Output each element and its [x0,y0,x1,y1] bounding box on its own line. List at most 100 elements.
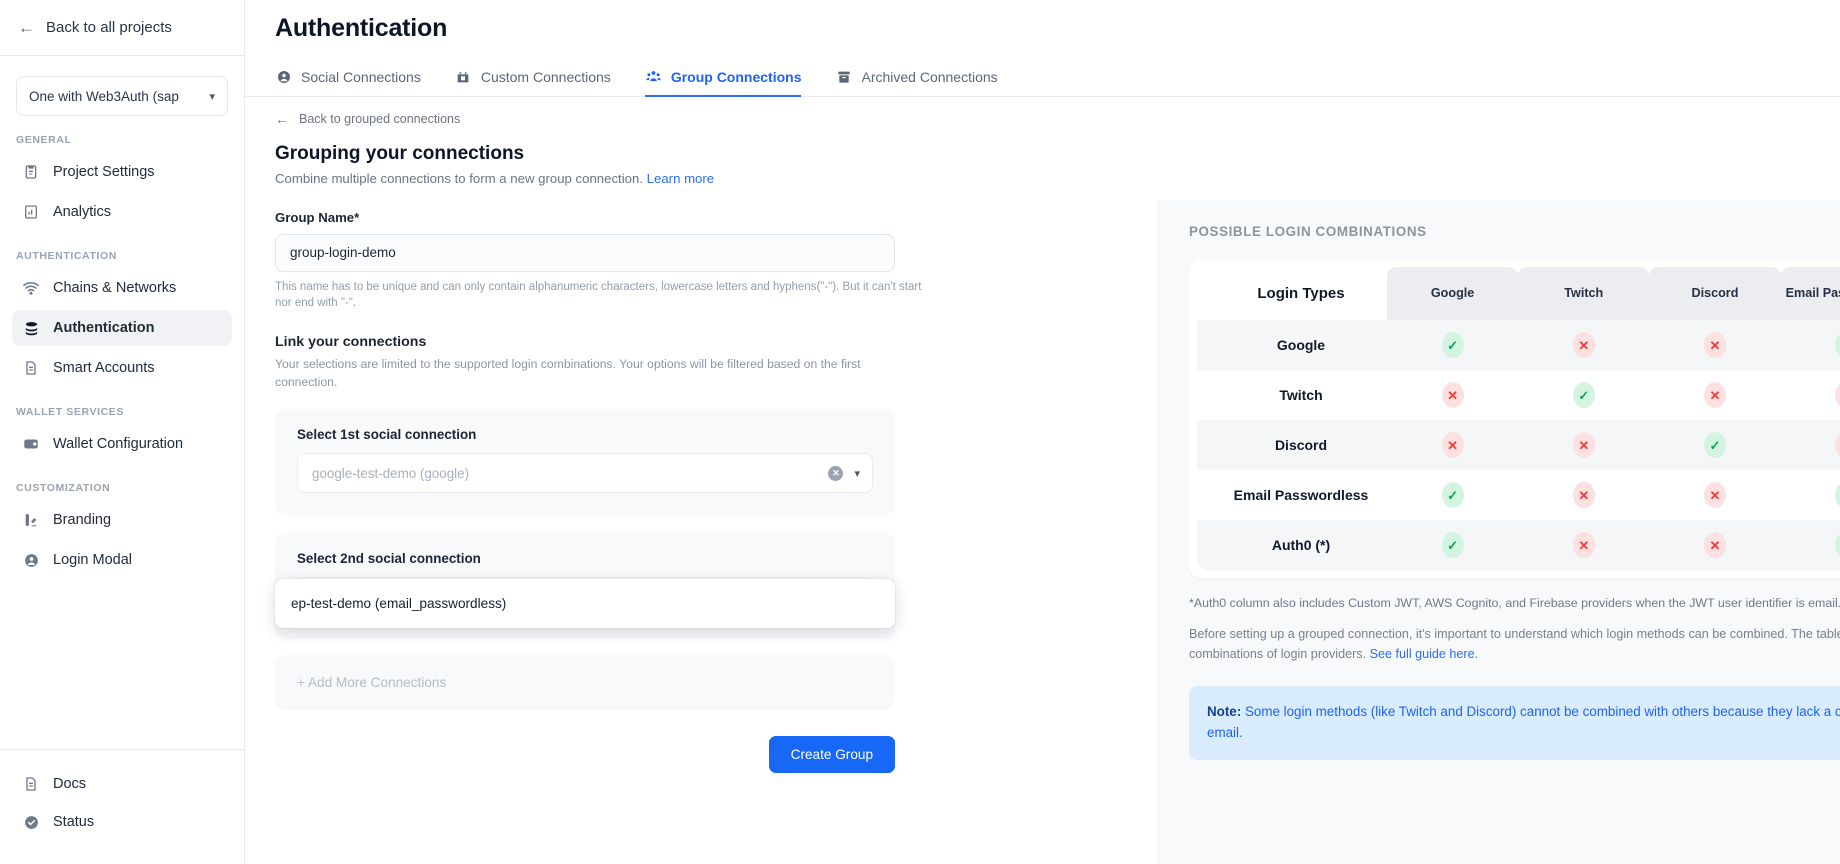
table-cell: ✕ [1649,520,1781,570]
table-cell: ✓ [1387,320,1519,370]
login-combinations-table: Login Types Google Twitch Discord Email … [1197,267,1840,570]
arrow-left-icon: ← [275,110,289,127]
section-heading: Grouping your connections [275,142,525,164]
table-col-header-twitch: Twitch [1518,267,1650,320]
nav-group-wallet-services-label: WALLET SERVICES [16,406,124,418]
cross-icon: ✕ [1835,382,1840,408]
check-icon: ✓ [1572,382,1595,408]
login-combinations-title: POSSIBLE LOGIN COMBINATIONS [1189,224,1427,239]
cross-icon: ✕ [1703,382,1726,408]
link-connections-heading: Link your connections [275,333,427,350]
sidebar-item-label: Login Modal [53,552,132,568]
sidebar-item-wallet-configuration[interactable]: Wallet Configuration [12,426,232,462]
tab-group-connections[interactable]: Group Connections [644,68,802,97]
sidebar-item-authentication[interactable]: Authentication [12,310,232,346]
check-icon: ✓ [1835,482,1840,508]
sidebar-item-login-modal[interactable]: Login Modal [12,542,232,578]
chevron-down-icon[interactable]: ▾ [854,467,860,480]
table-header-row: Login Types Google Twitch Discord Email … [1197,267,1840,320]
tab-label: Custom Connections [480,68,611,85]
sidebar-item-docs[interactable]: Docs [12,766,232,802]
arrow-left-icon: ← [18,18,35,37]
table-cell: ✓ [1518,370,1649,420]
learn-more-link[interactable]: Learn more [646,170,715,186]
table-head: Login Types Google Twitch Discord Email … [1197,267,1840,320]
sidebar-item-project-settings[interactable]: Project Settings [12,154,232,190]
note-text: Some login methods (like Twitch and Disc… [1207,704,1840,741]
second-connection-dropdown-menu: ep-test-demo (email_passwordless) [275,579,895,629]
see-full-guide-link[interactable]: See full guide here. [1369,647,1479,662]
table-cell: ✓ [1387,470,1518,520]
main-content: Authentication Social Connections Custom… [245,0,1840,864]
cross-icon: ✕ [1703,332,1726,358]
table-col-header-email-passwordless: Email Passwordless [1780,267,1840,320]
back-to-all-projects-label: Back to all projects [46,19,172,36]
table-footnote: *Auth0 column also includes Custom JWT, … [1189,596,1840,610]
dropdown-option-ep-test-demo[interactable]: ep-test-demo (email_passwordless) [291,596,507,612]
sidebar-item-label: Status [53,814,95,830]
first-connection-select[interactable]: google-test-demo (google) ✕ ▾ [297,453,873,494]
second-connection-card: Select 2nd social connection ▴ ep-test-d… [275,533,895,640]
cross-icon: ✕ [1572,432,1595,458]
table-cell: ✓ [1781,470,1840,520]
tab-archived-connections[interactable]: Archived Connections [835,68,998,97]
sidebar-item-status[interactable]: Status [12,804,232,840]
table-col-header-discord: Discord [1649,267,1781,320]
check-icon: ✓ [1441,332,1464,358]
project-selector[interactable]: One with Web3Auth (saр ▾ [16,76,228,116]
table-cell: ✕ [1387,370,1518,420]
create-group-button[interactable]: Create Group [768,736,895,774]
first-connection-label: Select 1st social connection [297,427,477,443]
check-circle-icon [22,813,40,831]
table-cell: ✓ [1780,320,1840,370]
check-icon: ✓ [1441,482,1464,508]
clear-circle-icon[interactable]: ✕ [828,465,844,481]
table-row-header: Auth0 (*) [1197,520,1387,570]
cross-icon: ✕ [1703,532,1726,558]
sidebar-item-smart-accounts[interactable]: Smart Accounts [12,350,232,386]
login-combinations-table-wrapper: Login Types Google Twitch Discord Email … [1189,259,1840,578]
wifi-icon [22,279,40,297]
group-name-input[interactable]: group-login-demo [275,233,895,272]
custom-connection-icon [455,68,472,85]
chart-icon [22,203,40,221]
group-name-label: Group Name* [275,209,360,225]
back-to-all-projects-button[interactable]: ← Back to all projects [0,0,244,56]
table-cell: ✕ [1518,470,1649,520]
tab-label: Social Connections [301,68,421,85]
sidebar-item-chains-networks[interactable]: Chains & Networks [12,270,232,306]
tab-custom-connections[interactable]: Custom Connections [455,68,611,97]
cross-icon: ✕ [1572,532,1595,558]
table-corner-header: Login Types [1197,267,1387,320]
panel-body-sentence: Before setting up a grouped connection, … [1189,627,1840,662]
wallet-icon [22,435,40,453]
add-more-connections-button[interactable]: + Add More Connections [275,655,895,711]
back-to-grouped-connections-label: Back to grouped connections [299,111,461,126]
back-to-grouped-connections-link[interactable]: ← Back to grouped connections [245,97,1840,127]
table-cell: ✓ [1649,420,1781,470]
document-icon [22,775,40,793]
tab-social-connections[interactable]: Social Connections [275,68,421,97]
table-cell: ✕ [1649,470,1780,520]
login-combinations-panel: POSSIBLE LOGIN COMBINATIONS Login Types … [1157,200,1840,864]
table-cell: ✕ [1518,320,1650,370]
table-cell: ✕ [1649,370,1780,420]
check-icon: ✓ [1441,532,1464,558]
first-connection-card: Select 1st social connection google-test… [275,409,895,516]
table-row-header: Google [1197,320,1387,370]
table-cell: ✕ [1649,320,1781,370]
table-cell: ✕ [1518,420,1650,470]
user-circle-icon [22,551,40,569]
table-row: Twitch✕✓✕✕✕ [1197,370,1840,420]
table-row-header: Twitch [1279,387,1323,403]
table-row: Auth0 (*)✓✕✕✓✓ [1197,520,1840,570]
table-cell: ✕ [1781,370,1840,420]
tab-bar: Social Connections Custom Connections Gr… [245,51,1840,97]
sidebar-item-label: Chains & Networks [53,280,177,296]
sidebar-item-analytics[interactable]: Analytics [12,194,232,230]
section-subheading: Combine multiple connections to form a n… [275,171,935,186]
table-row-header: Email Passwordless [1233,487,1369,503]
sidebar-item-branding[interactable]: Branding [12,502,232,538]
table-cell: ✕ [1387,420,1519,470]
sidebar-spacer [0,580,244,749]
